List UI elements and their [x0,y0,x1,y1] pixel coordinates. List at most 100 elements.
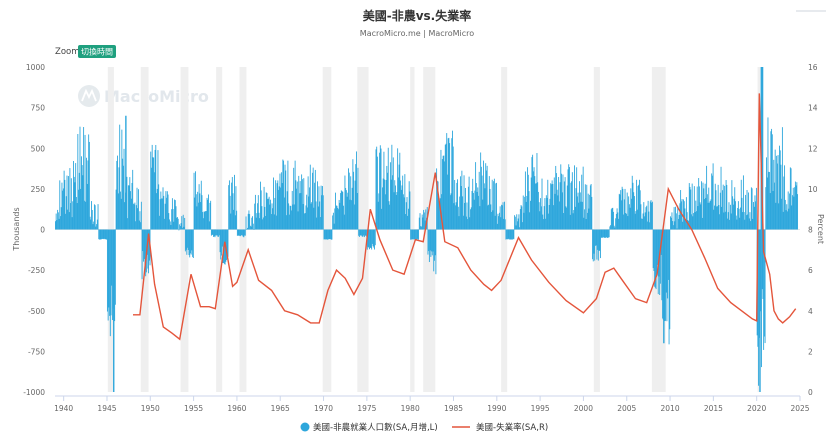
payroll-bar [683,199,684,230]
payroll-bar [345,188,347,230]
payroll-bar [319,217,321,230]
payroll-bar [429,229,431,251]
payroll-bar [544,198,546,230]
zoom-button-label[interactable]: 切換時間 [81,47,113,57]
payroll-bar [120,198,122,230]
payroll-bar [649,222,651,230]
payroll-bar [588,208,590,230]
payroll-bar [56,220,58,230]
payroll-bar [750,187,752,230]
payroll-bar [214,229,216,238]
payroll-bar [612,207,614,230]
payroll-bar [597,229,599,250]
payroll-bar [628,196,630,230]
payroll-bar [540,198,542,230]
payroll-bar [496,182,497,230]
payroll-bar [246,229,248,230]
payroll-bar [788,208,790,230]
payroll-bar [636,179,638,230]
left-axis-tick-label: -750 [28,347,45,356]
payroll-bar [129,177,131,230]
payroll-bar [488,176,490,230]
payroll-bar [607,229,609,239]
payroll-bar [498,216,500,230]
payroll-bar [784,199,786,230]
watermark-text: MacroMicro [104,87,209,106]
payroll-bar [282,159,284,230]
payroll-bar [431,229,433,256]
zoom-button[interactable]: 切換時間 [78,45,116,58]
payroll-bar [657,229,658,265]
payroll-bar [722,184,724,230]
payroll-bar [776,163,778,230]
payroll-bar [249,225,251,230]
legend-item-unemployment[interactable]: 美國-失業率(SA,R) [452,422,548,433]
payroll-bar [634,213,636,230]
payroll-bar [695,200,697,230]
right-axis-tick-label: 10 [808,185,818,194]
payroll-bar [69,168,71,230]
payroll-bar [239,229,240,236]
payroll-bar [182,214,184,230]
payroll-bar [388,201,390,230]
payroll-bar [463,175,465,230]
payroll-bar [520,205,522,230]
payroll-bar [251,217,253,230]
payroll-bar [190,229,192,255]
payroll-bar [207,199,209,230]
payroll-bar [615,213,617,230]
payroll-bar [425,209,427,230]
payroll-bar [206,197,208,230]
payroll-bar [427,229,429,255]
payroll-bar [495,183,497,230]
legend-item-payrolls[interactable]: 美國-非農就業人口數(SA,月增,L) [300,422,438,433]
payroll-bar [354,180,356,230]
payroll-bar [740,207,741,230]
payroll-bar [525,201,527,230]
payroll-bar [55,213,57,230]
payroll-bar [134,202,136,230]
payroll-bar [101,229,103,239]
payroll-bar [517,221,518,230]
payroll-bar [453,203,455,230]
payroll-bar [764,229,766,344]
right-axis-tick-label: 6 [808,266,813,275]
payroll-bar [194,197,196,230]
payroll-bar [594,229,596,246]
payroll-bar [505,229,507,240]
payroll-bar [353,204,355,230]
payroll-bar [150,151,152,230]
payroll-bar [420,226,422,230]
payroll-bar [730,213,732,230]
payroll-bar [353,171,355,230]
payroll-bar [421,226,422,230]
payroll-bar [583,217,585,230]
payroll-bar [670,217,672,230]
payroll-bar [145,229,147,277]
payroll-bar [407,215,409,230]
payroll-bar [636,209,638,230]
payroll-bar [536,153,538,230]
payroll-bar [626,213,627,230]
payroll-bar [693,213,695,230]
payroll-bar [562,174,564,230]
payroll-bar [104,229,106,240]
payroll-bar [286,191,288,230]
payroll-bar [94,205,96,230]
payroll-bar [623,214,625,230]
payroll-bar [176,217,178,230]
payroll-bar [737,201,739,230]
payroll-bar [283,197,285,230]
payroll-bar [339,202,341,230]
payroll-bar [298,175,300,230]
payroll-bar [222,229,224,263]
payroll-bar [564,177,566,230]
payroll-bar [80,188,82,230]
payroll-bar [758,229,760,386]
payroll-bar [279,173,281,230]
payroll-bar [661,229,663,301]
payroll-bar [304,213,306,230]
payroll-bar [228,180,230,230]
payroll-bar [82,175,84,230]
payroll-bar [462,196,464,230]
